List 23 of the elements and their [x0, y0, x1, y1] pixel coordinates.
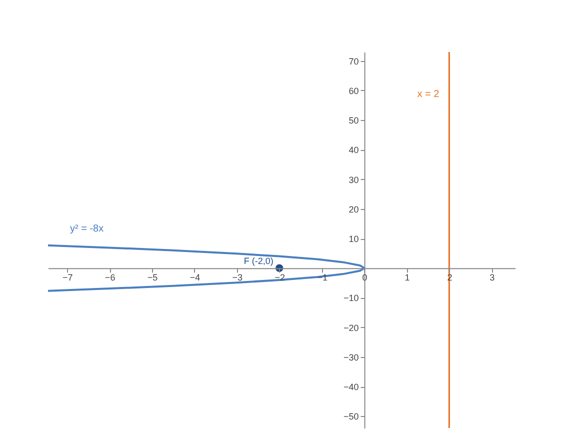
- x-tick-label: −4: [190, 272, 200, 283]
- y-tick-label: 40: [348, 145, 359, 156]
- line-series: [48, 244, 366, 292]
- y-tick-label: −20: [344, 322, 359, 333]
- y-tick-label: 70: [348, 56, 359, 66]
- y-tick-label: 10: [348, 234, 359, 244]
- y-tick-label: 30: [348, 174, 359, 185]
- x-tick-label: −3: [232, 272, 243, 283]
- y-tick-label: 20: [348, 204, 359, 214]
- y-tick-label: 60: [348, 86, 359, 96]
- series-label: y² = -8x: [70, 223, 104, 234]
- x-tick-label: 1: [404, 272, 410, 283]
- x-tick-label: −7: [62, 272, 73, 283]
- x-tick-label: −6: [104, 272, 116, 283]
- series-label: F (-2,0): [244, 256, 274, 266]
- x-tick-label: −5: [147, 272, 158, 283]
- y-tick-label: −30: [344, 352, 359, 362]
- y-tick-label: 50: [348, 116, 359, 126]
- y-tick-label: −10: [344, 293, 359, 304]
- ref-line-label: x = 2: [417, 89, 440, 100]
- y-tick-label: −50: [344, 412, 359, 422]
- x-tick-label: 3: [490, 272, 495, 283]
- y-tick-label: −40: [344, 382, 359, 392]
